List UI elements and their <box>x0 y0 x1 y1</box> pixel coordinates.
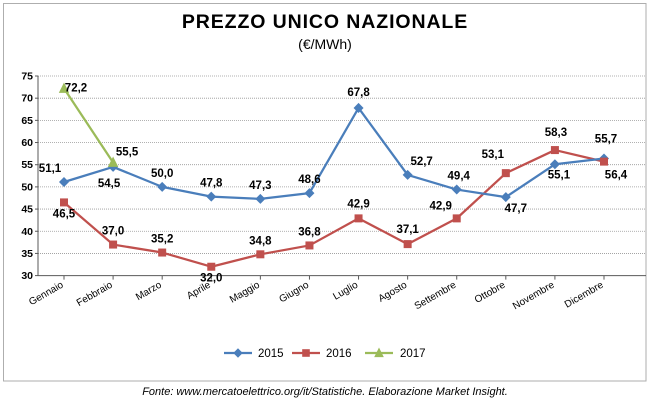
svg-text:55,5: 55,5 <box>116 146 139 158</box>
svg-text:37,0: 37,0 <box>102 226 124 238</box>
svg-text:48,6: 48,6 <box>298 174 320 186</box>
svg-text:67,8: 67,8 <box>347 87 370 99</box>
svg-text:49,4: 49,4 <box>448 171 471 183</box>
svg-text:53,1: 53,1 <box>482 149 505 161</box>
svg-text:Gennaio: Gennaio <box>27 279 66 308</box>
svg-text:34,8: 34,8 <box>249 235 272 247</box>
svg-text:56,4: 56,4 <box>605 170 628 182</box>
svg-text:Luglio: Luglio <box>331 279 360 302</box>
svg-text:Ottobre: Ottobre <box>473 279 508 305</box>
svg-text:65: 65 <box>21 115 33 127</box>
svg-text:40: 40 <box>21 226 33 238</box>
svg-text:Novembre: Novembre <box>511 279 557 312</box>
svg-text:70: 70 <box>21 93 33 105</box>
svg-text:Dicembre: Dicembre <box>563 279 606 310</box>
svg-text:Febbraio: Febbraio <box>75 279 115 308</box>
svg-text:47,3: 47,3 <box>249 180 271 192</box>
svg-text:47,7: 47,7 <box>505 203 527 215</box>
svg-text:51,1: 51,1 <box>39 163 62 175</box>
svg-text:36,8: 36,8 <box>298 226 321 238</box>
svg-text:35: 35 <box>21 248 33 260</box>
svg-text:55,7: 55,7 <box>595 134 617 146</box>
svg-text:55,1: 55,1 <box>548 169 571 181</box>
svg-text:Settembre: Settembre <box>413 279 459 312</box>
svg-text:Agosto: Agosto <box>377 279 410 304</box>
svg-text:72,2: 72,2 <box>65 82 87 94</box>
svg-text:37,1: 37,1 <box>396 224 419 236</box>
svg-text:50: 50 <box>21 181 33 193</box>
svg-text:30: 30 <box>21 270 33 282</box>
svg-text:52,7: 52,7 <box>410 156 432 168</box>
svg-text:60: 60 <box>21 137 33 149</box>
svg-text:Marzo: Marzo <box>134 279 164 303</box>
svg-text:42,9: 42,9 <box>430 200 452 212</box>
svg-text:32,0: 32,0 <box>200 273 222 285</box>
svg-text:Maggio: Maggio <box>228 279 262 305</box>
svg-text:42,9: 42,9 <box>347 198 369 210</box>
svg-text:75: 75 <box>21 71 33 83</box>
svg-text:Giugno: Giugno <box>278 279 312 305</box>
svg-text:54,5: 54,5 <box>98 178 121 190</box>
svg-text:2016: 2016 <box>326 348 352 360</box>
svg-text:2017: 2017 <box>400 348 426 360</box>
svg-text:58,3: 58,3 <box>545 127 567 139</box>
svg-text:35,2: 35,2 <box>151 234 173 246</box>
svg-text:50,0: 50,0 <box>151 168 173 180</box>
svg-text:47,8: 47,8 <box>200 178 223 190</box>
svg-text:55: 55 <box>21 159 33 171</box>
svg-text:46,5: 46,5 <box>53 208 76 220</box>
svg-text:45: 45 <box>21 204 33 216</box>
svg-text:2015: 2015 <box>258 348 284 360</box>
